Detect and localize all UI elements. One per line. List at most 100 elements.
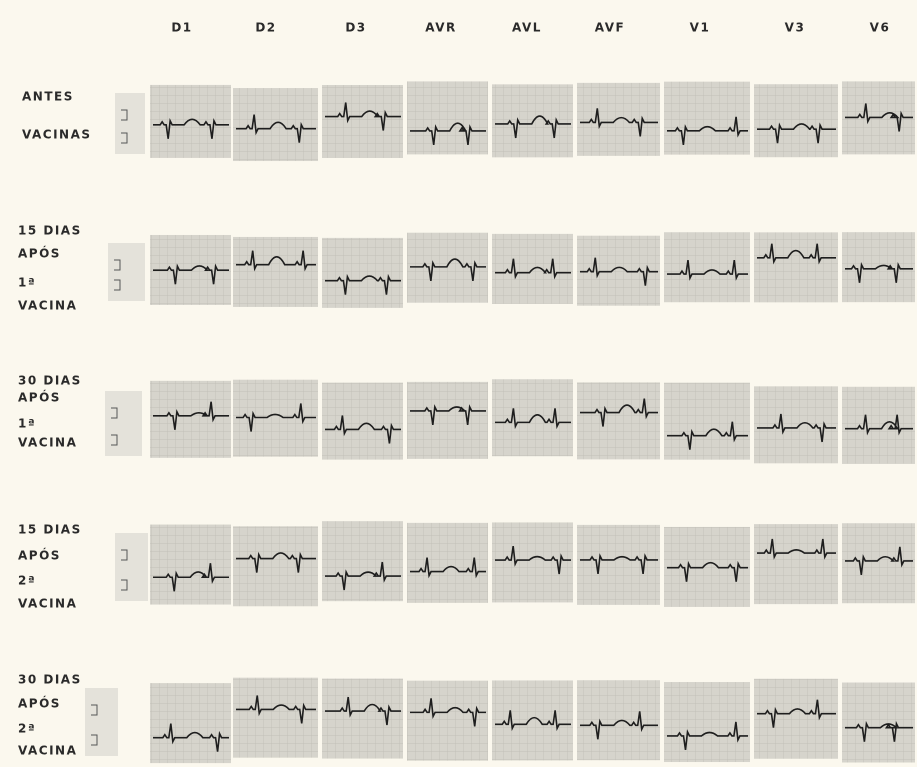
lead-header: V3 [785,21,806,35]
ecg-strip [577,382,660,460]
ecg-strip [754,678,838,759]
ecg-trace [236,403,316,432]
calibration-box [108,243,145,301]
lead-header: AVR [425,21,457,35]
row-label: 30 DIAS [18,673,82,687]
ecg-trace [236,695,316,724]
row-label: APÓS [18,696,61,711]
ecg-trace [325,561,401,591]
ecg-trace [667,560,748,582]
ecg-strip [492,522,573,603]
ecg-strip [492,680,573,761]
row-label: 1ª [18,276,36,290]
ecg-trace [410,698,486,727]
ecg-strip [842,386,915,464]
ecg-trace [153,563,229,592]
row-label: 2ª [18,722,36,736]
ecg-trace [845,103,913,132]
ecg-strip [577,680,660,761]
ecg-trace [153,263,229,285]
ecg-trace [495,710,571,732]
row-label: APÓS [18,246,61,261]
ecg-trace [667,116,748,145]
ecg-trace [757,243,836,265]
ecg-trace [236,114,316,143]
calibration-box [115,93,145,154]
ecg-strip [150,524,231,605]
lead-header: D3 [345,21,366,35]
ecg-trace [410,557,486,579]
row-label: VACINA [18,744,77,758]
calibration-box [85,688,118,756]
ecg-trace [153,723,229,752]
ecg-strip [322,237,403,308]
ecg-trace [757,699,836,728]
ecg-strip [842,682,915,763]
ecg-strip [322,678,403,759]
ecg-trace [236,250,316,272]
ecg-trace [495,545,571,575]
lead-header: V1 [690,21,711,35]
ecg-strip [754,524,838,605]
ecg-strip [664,232,750,303]
ecg-strip [664,382,750,460]
row-label: 30 DIAS [18,374,82,388]
ecg-strip [754,232,838,303]
ecg-trace [325,273,401,295]
ecg-trace [325,415,401,444]
ecg-trace [845,414,913,436]
calibration-mark [111,407,118,446]
calibration-mark [114,259,121,291]
ecg-strip [664,682,750,763]
row-label: ANTES [22,90,74,104]
calibration-mark [121,549,128,591]
ecg-trace [495,115,571,139]
ecg-strip [150,84,231,158]
ecg-trace [757,122,836,144]
ecg-strip [577,82,660,156]
ecg-strip [492,84,573,158]
ecg-strip [407,81,488,155]
ecg-strip [233,526,318,607]
ecg-trace [667,259,748,281]
ecg-trace [757,538,836,560]
calibration-mark [121,109,128,144]
row-label: 15 DIAS [18,523,82,537]
ecg-strip [407,381,488,459]
ecg-strip [233,236,318,307]
ecg-trace [153,401,229,430]
calibration-box [115,533,148,601]
ecg-strip [150,683,231,764]
ecg-strip [322,84,403,158]
ecg-trace [845,546,913,576]
calibration-box [105,391,142,456]
ecg-trace [580,711,658,740]
row-label: APÓS [18,390,61,405]
ecg-trace [845,720,913,742]
ecg-trace [845,261,913,283]
lead-header: D2 [255,21,276,35]
lead-header: V6 [870,21,891,35]
ecg-trace [410,404,486,426]
ecg-trace [580,553,658,575]
ecg-strip [407,522,488,603]
lead-header: D1 [171,21,192,35]
ecg-trace [236,551,316,573]
ecg-trace [580,398,658,427]
row-label: 15 DIAS [18,224,82,238]
ecg-strip [150,380,231,458]
ecg-trace [667,721,748,751]
ecg-trace [153,118,229,139]
ecg-strip [664,81,750,155]
ecg-trace [325,102,401,131]
row-label: VACINA [18,436,77,450]
ecg-trace [410,258,486,281]
row-label: APÓS [18,548,61,563]
lead-header: AVL [512,21,542,35]
lead-header: AVF [595,21,625,35]
ecg-strip [407,232,488,303]
ecg-strip [322,382,403,460]
ecg-trace [667,421,748,450]
row-label: VACINA [18,299,77,313]
